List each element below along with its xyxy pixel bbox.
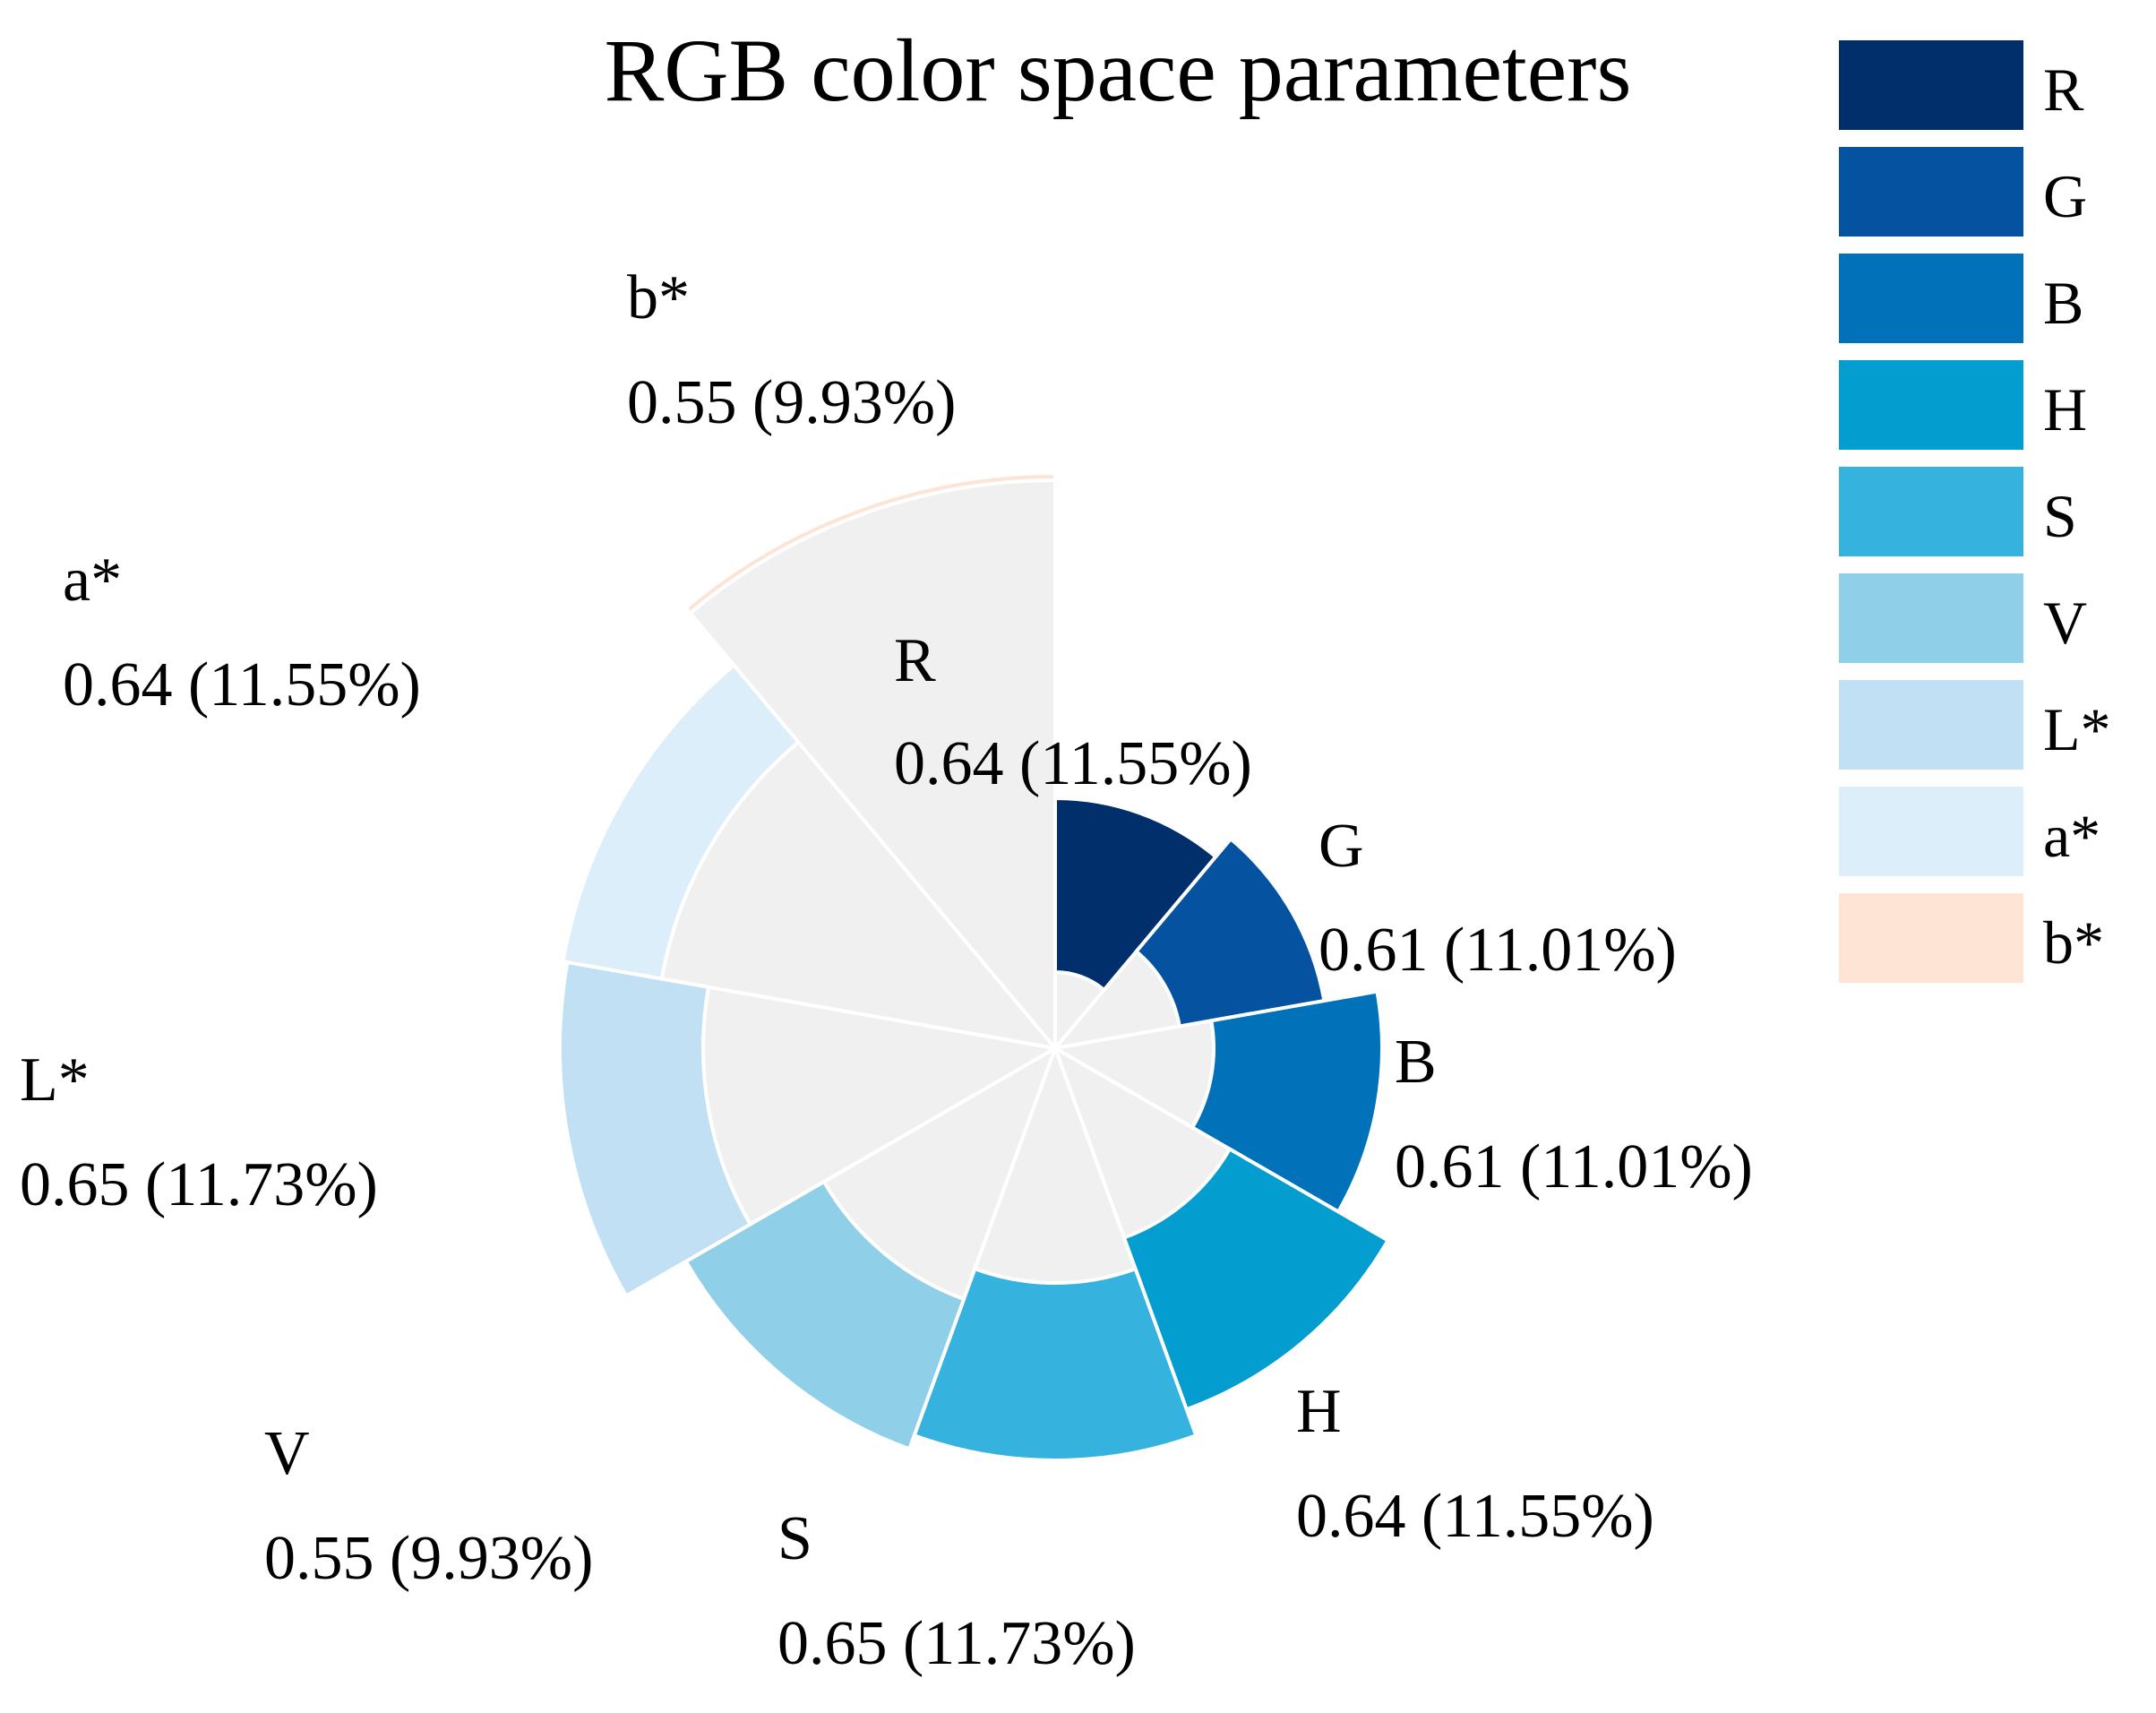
legend-label-g: G (2043, 162, 2087, 230)
legend-swatch-l-star[interactable] (1839, 680, 2023, 770)
label-value-l-star: 0.65 (11.73%) (20, 1150, 378, 1219)
label-name-v: V (264, 1419, 310, 1488)
label-value-r: 0.64 (11.55%) (894, 729, 1252, 798)
sector-h[interactable] (1121, 1146, 1391, 1412)
label-name-l-star: L* (20, 1046, 90, 1115)
label-value-v: 0.55 (9.93%) (264, 1524, 593, 1593)
label-name-h: H (1296, 1377, 1342, 1446)
label-name-b: B (1395, 1028, 1437, 1097)
legend-swatch-a-star[interactable] (1839, 787, 2023, 876)
legend-swatch-g[interactable] (1839, 147, 2023, 237)
legend-swatch-b-star[interactable] (1839, 893, 2023, 983)
label-value-g: 0.61 (11.01%) (1319, 916, 1677, 985)
legend-swatch-b[interactable] (1839, 254, 2023, 343)
legend-label-a-star: a* (2043, 802, 2100, 870)
label-value-h: 0.64 (11.55%) (1296, 1482, 1654, 1551)
legend-label-b-star: b* (2043, 908, 2104, 977)
label-name-r: R (894, 626, 936, 695)
label-name-g: G (1319, 812, 1364, 881)
label-name-a-star: a* (63, 546, 122, 615)
rose-sectors (557, 470, 1391, 1463)
label-value-b-star: 0.55 (9.93%) (627, 368, 956, 437)
legend-label-b: B (2043, 269, 2083, 337)
legend-swatch-h[interactable] (1839, 360, 2023, 450)
legend-swatch-v[interactable] (1839, 573, 2023, 663)
label-name-b-star: b* (627, 263, 690, 332)
legend-label-v: V (2043, 589, 2087, 657)
sector-g[interactable] (1133, 836, 1327, 1029)
sector-labels: R 0.64 (11.55%) G 0.61 (11.01%) B 0.61 (11.01… (20, 263, 1753, 1678)
label-value-a-star: 0.64 (11.55%) (63, 650, 421, 719)
legend-label-h: H (2043, 375, 2087, 443)
sector-a-star[interactable] (561, 662, 802, 981)
legend-label-l-star: L* (2043, 695, 2111, 763)
label-value-s: 0.65 (11.73%) (777, 1609, 1136, 1678)
legend-label-r: R (2043, 56, 2084, 124)
sector-b-star[interactable] (683, 470, 1057, 616)
legend-swatch-s[interactable] (1839, 467, 2023, 556)
label-name-s: S (777, 1504, 812, 1573)
chart-title: RGB color space parameters (605, 21, 1632, 120)
label-value-b: 0.61 (11.01%) (1395, 1132, 1753, 1201)
sector-b[interactable] (1190, 989, 1384, 1215)
sector-r[interactable] (1053, 796, 1219, 993)
legend-label-s: S (2043, 482, 2077, 550)
legend-swatch-r[interactable] (1839, 40, 2023, 130)
